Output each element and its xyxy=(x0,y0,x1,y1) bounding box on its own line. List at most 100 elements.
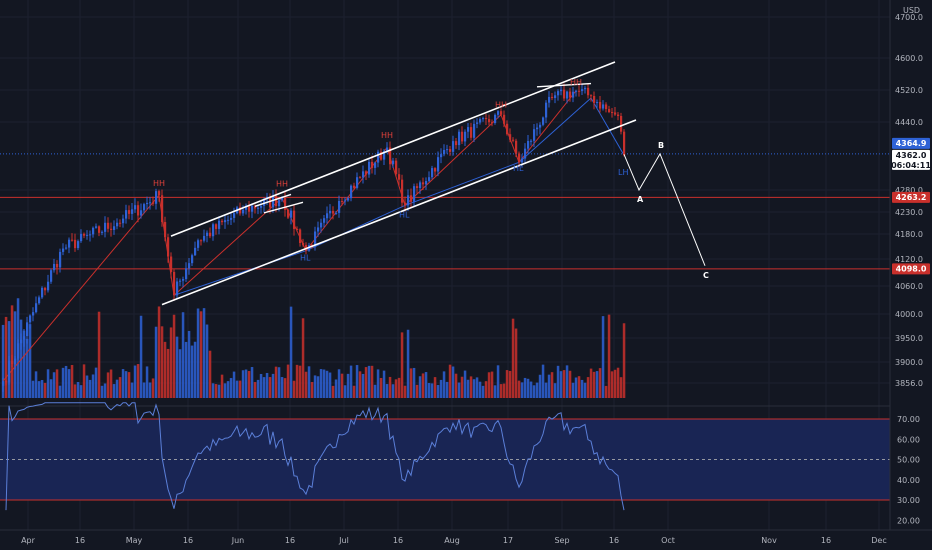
time-tick-label: 16 xyxy=(285,536,295,545)
volume-bar xyxy=(175,336,179,398)
volume-bar xyxy=(397,377,401,398)
candle-body xyxy=(464,131,467,142)
candle-body xyxy=(242,209,245,214)
volume-bar xyxy=(370,365,374,398)
volume-bar xyxy=(220,374,224,398)
swing-label: HH xyxy=(276,180,288,189)
volume-bar xyxy=(130,382,134,398)
volume-bar xyxy=(379,378,383,398)
candle-body xyxy=(89,234,92,236)
volume-bar xyxy=(481,385,485,398)
candle-body xyxy=(509,134,512,140)
candle-body xyxy=(260,205,263,208)
volume-bar xyxy=(457,382,461,398)
time-tick-label: Nov xyxy=(761,536,777,545)
candle-body xyxy=(299,229,302,243)
volume-bar xyxy=(325,370,329,398)
candle-body xyxy=(284,197,287,210)
candle-body xyxy=(50,270,53,282)
volume-bar xyxy=(394,379,398,398)
time-tick-label: 16 xyxy=(75,536,85,545)
volume-bar xyxy=(541,364,545,398)
volume-bar xyxy=(595,371,599,398)
volume-bar xyxy=(604,385,608,398)
volume-bar xyxy=(421,373,425,398)
candle-body xyxy=(263,198,266,206)
volume-bar xyxy=(496,365,500,398)
candle-body xyxy=(446,149,449,151)
candle-body xyxy=(272,195,275,208)
volume-bar xyxy=(124,371,128,398)
volume-bar xyxy=(199,311,203,398)
volume-bar xyxy=(451,366,455,398)
volume-bar xyxy=(556,365,560,398)
candle-body xyxy=(590,95,593,97)
volume-bar xyxy=(214,384,218,398)
volume-bar xyxy=(205,324,209,398)
candle-body xyxy=(200,240,203,242)
currency-label: USD xyxy=(903,6,920,15)
candle-body xyxy=(392,160,395,165)
volume-bar xyxy=(151,378,155,398)
volume-bar xyxy=(523,377,527,398)
volume-bar xyxy=(346,373,350,398)
candle-body xyxy=(485,118,488,120)
volume-bar xyxy=(271,373,275,398)
candle-body xyxy=(14,358,17,365)
candle-body xyxy=(176,281,179,296)
volume-bar xyxy=(223,383,227,398)
volume-bar xyxy=(202,308,206,398)
candle-body xyxy=(455,141,458,146)
candle-body xyxy=(65,247,68,249)
candle-body xyxy=(23,336,26,340)
volume-bar xyxy=(322,369,326,398)
candle-body xyxy=(623,131,626,156)
candle-body xyxy=(386,147,389,151)
volume-bar xyxy=(100,385,104,398)
candle-body xyxy=(479,119,482,123)
candle-body xyxy=(230,217,233,220)
candle-body xyxy=(77,241,80,249)
volume-bar xyxy=(22,330,26,398)
volume-bar xyxy=(67,369,71,398)
volume-bar xyxy=(133,365,137,398)
volume-bar xyxy=(352,385,356,398)
time-tick-label: 16 xyxy=(393,536,403,545)
volume-bar xyxy=(148,382,152,398)
candle-body xyxy=(326,213,329,219)
volume-bar xyxy=(301,318,305,398)
candle-body xyxy=(530,140,533,142)
last-price-badge-text: 4364.9 xyxy=(896,139,927,148)
volume-bar xyxy=(391,384,395,398)
candle-body xyxy=(323,218,326,223)
candle-body xyxy=(539,124,542,128)
volume-bar xyxy=(343,385,347,398)
candle-body xyxy=(137,205,140,216)
candle-body xyxy=(173,271,176,296)
candle-body xyxy=(98,226,101,233)
volume-bar xyxy=(79,385,83,398)
volume-bar xyxy=(592,371,596,398)
volume-bar xyxy=(550,372,554,398)
volume-bar xyxy=(187,330,191,398)
volume-bar xyxy=(25,338,29,398)
candle-body xyxy=(170,256,173,272)
candle-body xyxy=(395,160,398,175)
candle-body xyxy=(113,226,116,230)
rsi-tick-label: 20.00 xyxy=(897,516,920,525)
candle-body xyxy=(347,198,350,201)
candle-body xyxy=(527,141,530,149)
volume-bar xyxy=(382,370,386,398)
rsi-tick-label: 40.00 xyxy=(897,476,920,485)
time-axis[interactable]: Apr 16 May 16 Jun 16 Jul 16 Aug 17 Sep 16 Oct Nov 16 De… xyxy=(21,536,887,545)
volume-bar xyxy=(433,377,437,398)
volume-bar xyxy=(571,382,575,398)
volume-bar xyxy=(337,369,341,398)
candle-body xyxy=(329,210,332,214)
candle-body xyxy=(215,224,218,229)
candle-body xyxy=(245,205,248,210)
candle-body xyxy=(596,102,599,104)
price-axis[interactable]: 4700.0 4600.0 4520.0 4440.0 4280.0 4230.0 4180… xyxy=(895,13,923,388)
candle-body xyxy=(95,226,98,228)
